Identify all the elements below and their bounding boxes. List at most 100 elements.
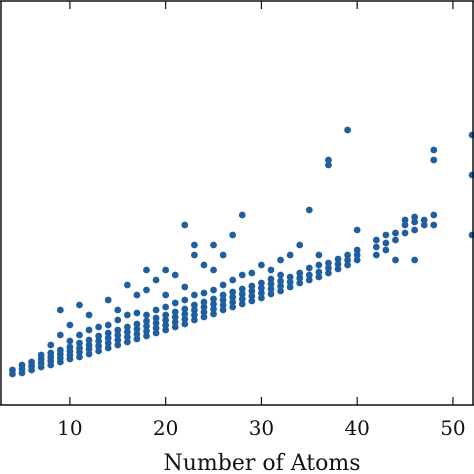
point [430, 156, 438, 164]
point [392, 236, 399, 244]
point [123, 338, 131, 346]
point [114, 331, 122, 339]
x-tick-label: 40 [344, 416, 369, 440]
point [277, 271, 284, 279]
point [56, 346, 64, 354]
point [181, 283, 189, 291]
point [85, 311, 93, 319]
point [200, 289, 208, 297]
point [143, 322, 150, 330]
point [210, 310, 217, 318]
point [171, 323, 179, 331]
point [392, 256, 399, 264]
point [66, 337, 74, 345]
point [152, 314, 160, 322]
point [420, 216, 428, 224]
point [162, 316, 170, 324]
point [95, 342, 103, 350]
point [133, 320, 141, 328]
x-tick-label: 50 [440, 416, 465, 440]
point [430, 146, 438, 154]
point [162, 326, 170, 334]
point [267, 275, 275, 283]
point [325, 161, 332, 169]
point [181, 296, 189, 304]
point [104, 296, 112, 304]
point [382, 231, 390, 239]
point [401, 216, 409, 224]
point [315, 273, 323, 281]
point [430, 221, 438, 229]
point [190, 301, 198, 309]
point [210, 300, 217, 308]
point [104, 339, 112, 347]
point [200, 303, 208, 311]
point [344, 261, 351, 269]
point [238, 300, 246, 308]
point [229, 288, 237, 296]
point [229, 298, 237, 306]
point [85, 336, 93, 344]
point [76, 344, 83, 352]
point [219, 251, 227, 259]
point [401, 221, 409, 229]
point [286, 283, 294, 291]
point [133, 325, 141, 333]
point [56, 306, 64, 314]
point [76, 301, 83, 309]
point [47, 341, 55, 349]
point [305, 264, 313, 272]
point [401, 229, 409, 237]
point [104, 344, 112, 352]
point [143, 286, 150, 294]
point [66, 321, 74, 329]
point [143, 266, 150, 274]
point [267, 280, 275, 288]
point [123, 311, 131, 319]
point [200, 261, 208, 269]
point [229, 303, 237, 311]
point [104, 321, 112, 329]
point [238, 295, 246, 303]
point [219, 306, 227, 314]
point [325, 156, 332, 164]
point [229, 276, 237, 284]
point [18, 361, 26, 369]
point [143, 317, 150, 325]
point [325, 264, 332, 272]
point [315, 268, 323, 276]
point [286, 278, 294, 286]
point [219, 291, 227, 299]
point [258, 289, 265, 297]
point [210, 241, 217, 249]
point [277, 282, 284, 290]
x-tick-label: 10 [57, 416, 82, 440]
point [114, 306, 122, 314]
point [66, 343, 74, 351]
point [152, 329, 160, 337]
point [353, 256, 361, 264]
point [181, 320, 189, 328]
point [372, 251, 380, 259]
point [152, 319, 160, 327]
point [229, 231, 237, 239]
point [133, 291, 141, 299]
x-axis-label: Number of Atoms [163, 451, 360, 474]
point [344, 256, 351, 264]
point [171, 271, 179, 279]
x-tick-label: 30 [249, 416, 274, 440]
point [181, 221, 189, 229]
point [47, 349, 55, 357]
point [411, 213, 419, 221]
point [114, 336, 122, 344]
point [353, 246, 361, 254]
point [104, 334, 112, 342]
point [258, 294, 265, 302]
point [76, 331, 83, 339]
point [123, 323, 131, 331]
point [238, 290, 246, 298]
point [104, 329, 112, 337]
point [171, 299, 179, 307]
point [200, 308, 208, 316]
point [190, 311, 198, 319]
